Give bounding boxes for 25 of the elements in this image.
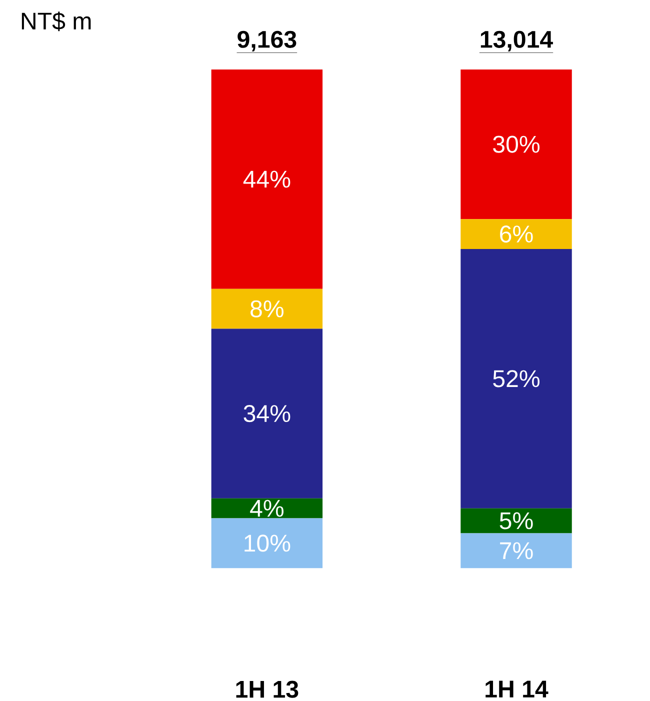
bar (460, 533, 572, 568)
annotation: 9,163 (238, 30, 296, 52)
bar (211, 288, 323, 329)
data-label: 8% (250, 300, 284, 318)
data-label: 10% (244, 534, 290, 552)
bar (211, 498, 323, 518)
bar (460, 70, 572, 220)
x-tick-label: 1H 14 (486, 680, 548, 698)
data-label: 30% (493, 136, 540, 153)
annotation: 13,014 (481, 30, 554, 52)
bar (211, 70, 323, 289)
text: NT$ m (22, 12, 91, 32)
data-label: 44% (244, 170, 290, 188)
data-label: 6% (500, 226, 533, 243)
data-label: 52% (493, 370, 540, 388)
data-label: 5% (500, 512, 533, 530)
data-label: 7% (500, 542, 533, 560)
bar (460, 249, 572, 508)
data-label: 4% (250, 500, 284, 517)
bar (211, 328, 323, 498)
x-tick-label: 1H 13 (236, 680, 298, 698)
data-label: 34% (244, 405, 290, 422)
bar (460, 219, 572, 250)
bar (460, 508, 572, 534)
bar (211, 518, 323, 568)
